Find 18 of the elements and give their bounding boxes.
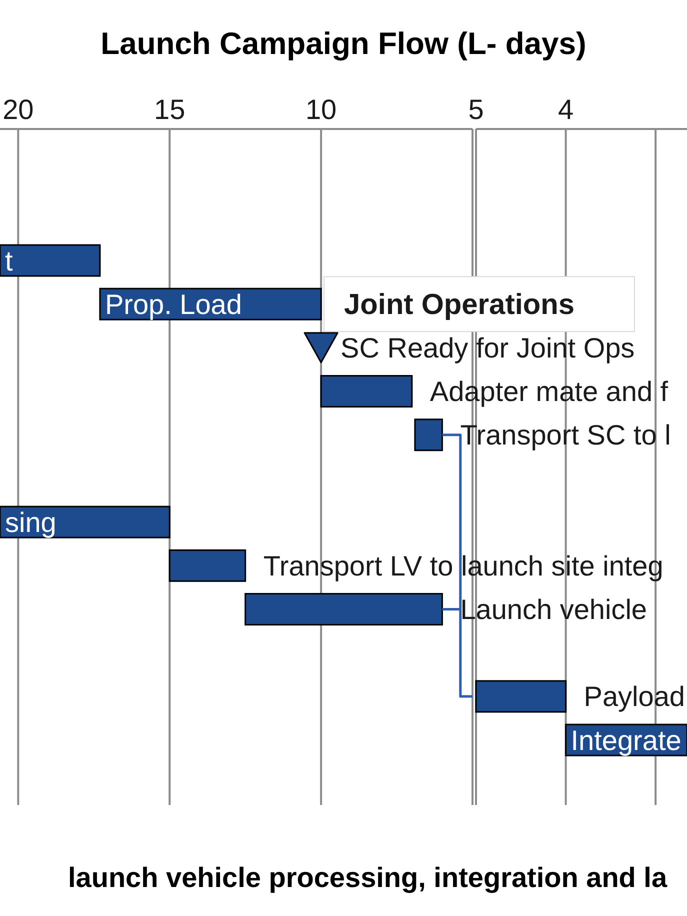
y-tick-label: Transport SC to l [460,420,671,451]
y-tick-label: SC Ready for Joint Ops [340,332,635,364]
x-tick-label: 20 [2,94,34,125]
annotation: Joint Operations [344,289,574,322]
x-tick-label: 10 [305,94,337,125]
x-tick-label: 4 [558,94,574,125]
y-tick-label: Transport LV to launch site integ [263,550,664,582]
chart-title: Launch Campaign Flow (L- days) [100,26,586,61]
x-tick-label: 15 [154,94,186,125]
text: launch vehicle processing, integration and la [68,862,668,893]
y-tick-label: Adapter mate and f [430,376,668,408]
y-tick-label: Launch vehicle [460,594,648,626]
y-tick-label: Prop. Load [104,288,242,320]
x-tick-label: 5 [468,94,484,125]
y-tick-label: Payload [584,681,685,712]
y-tick-label: sing [5,506,56,538]
y-tick-label: Integrate [570,724,682,756]
y-tick-label: t [5,245,13,276]
